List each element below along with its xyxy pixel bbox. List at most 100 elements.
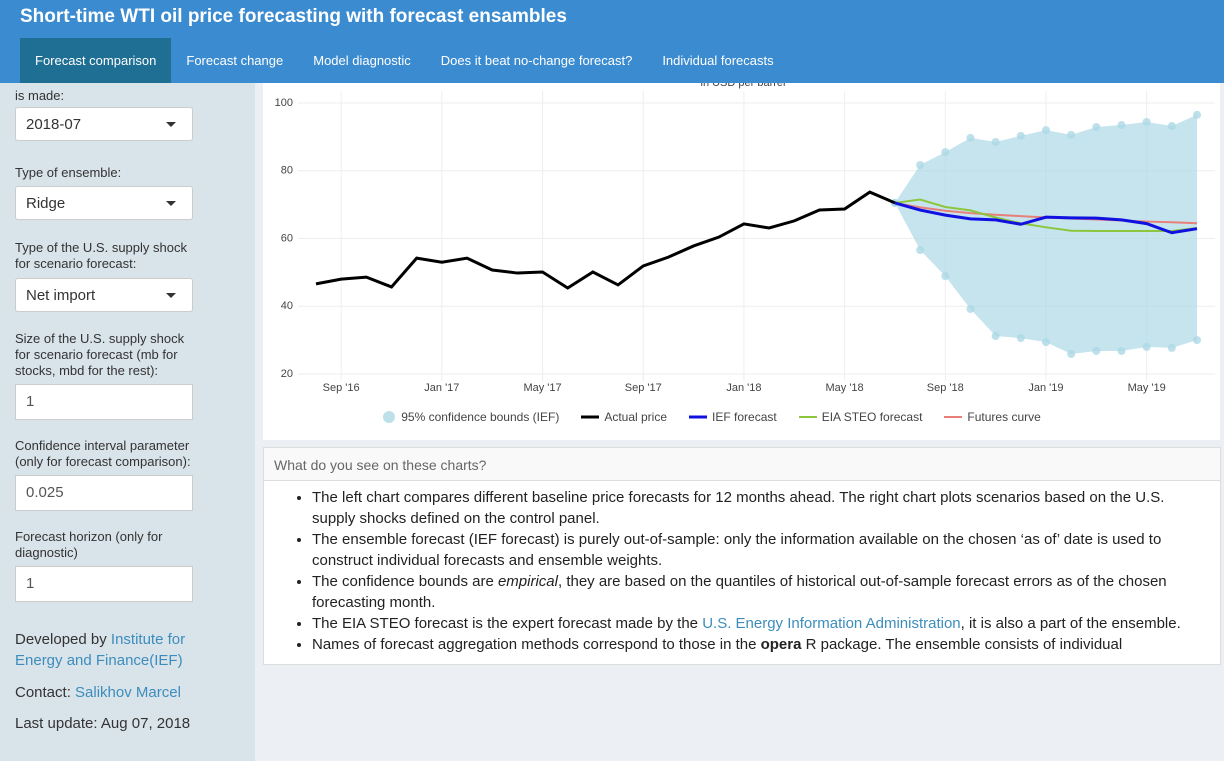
link[interactable]: U.S. Energy Information Administration [702, 615, 961, 632]
contact: Contact: Salikhov Marcel [15, 682, 215, 703]
series-line [894, 198, 1198, 233]
band-point [1167, 343, 1176, 352]
series-line [315, 190, 896, 290]
tab[interactable]: Model diagnostic [313, 53, 411, 68]
band-point [966, 133, 975, 142]
legend-swatch [798, 416, 817, 418]
band-point [1041, 126, 1050, 135]
band-point [1092, 346, 1101, 355]
text: The left chart compares different baseli… [312, 489, 1165, 527]
y-tick-label: 80 [281, 165, 293, 177]
band-point [941, 272, 950, 281]
field-label: Type of the U.S. supply shock for scenar… [15, 240, 187, 271]
band-point [991, 332, 1000, 341]
series-line [894, 201, 1198, 235]
x-tick-label: Jan '19 [1028, 382, 1063, 394]
band-point [1117, 121, 1126, 130]
bullet: The EIA STEO forecast is the expert fore… [312, 613, 1210, 634]
band-point [1067, 350, 1076, 359]
dropdown-arrow [166, 201, 176, 206]
tab-bar: Forecast comparison Forecast change Model … [0, 38, 1224, 83]
app-title: Short-time WTI oil price forecasting wit… [0, 0, 1224, 38]
legend-item[interactable]: Futures curve [944, 410, 1041, 424]
band-point [991, 137, 1000, 146]
band-point [1193, 336, 1201, 345]
band-point [1092, 123, 1101, 132]
x-tick-label: Sep '18 [927, 382, 964, 394]
text: opera [760, 636, 802, 653]
text: The ensemble forecast (IEF forecast) is … [312, 531, 1162, 569]
bullet: Names of forecast aggregation methods co… [312, 634, 1210, 655]
band-point [1117, 346, 1126, 355]
x-tick-label: May '17 [523, 382, 561, 394]
link[interactable]: Institute for Energy and Finance(IEF) [15, 631, 186, 669]
y-tick-label: 20 [281, 368, 293, 380]
x-tick-label: Jan '18 [726, 382, 761, 394]
chart-container: in USD per barrel 20 40 60 80 100 Sep '16 Jan … [263, 83, 1220, 440]
legend-item[interactable]: IEF forecast [689, 410, 777, 424]
field-label: Forecast horizon (only for diagnostic) [15, 529, 163, 560]
x-tick-label: Sep '17 [625, 382, 662, 394]
band-point [916, 160, 925, 169]
x-tick-label: Jan '17 [424, 382, 459, 394]
x-tick-label: May '18 [826, 382, 864, 394]
band-point [1167, 122, 1176, 131]
y-tick-label: 100 [275, 97, 293, 109]
bullet: The ensemble forecast (IEF forecast) is … [312, 529, 1210, 571]
band-point [1041, 338, 1050, 347]
dropdown-arrow [166, 293, 176, 298]
text-input[interactable]: 1 [15, 566, 193, 602]
text: The confidence bounds are [312, 573, 498, 590]
chart: in USD per barrel 20 40 60 80 100 Sep '16 Jan … [275, 83, 1215, 394]
band-point [1016, 131, 1025, 140]
band-point [941, 148, 950, 157]
y-tick-label: 40 [281, 300, 293, 312]
x-tick-label: Sep '16 [323, 382, 360, 394]
dropdown[interactable]: Ridge [15, 186, 193, 220]
dropdown[interactable]: Net import [15, 278, 193, 312]
legend-label: IEF forecast [712, 410, 777, 424]
info-panel: What do you see on these charts? The lef… [263, 447, 1221, 665]
sidebar: Developed by Institute for Energy and Fi… [0, 83, 255, 761]
field-label: Size of the U.S. supply shock for scenar… [15, 331, 185, 378]
text: , they are based on the quantiles of his… [312, 573, 1167, 611]
y-tick-label: 60 [281, 232, 293, 244]
panel-heading: What do you see on these charts? [264, 448, 1220, 481]
text: Contact: [15, 684, 76, 701]
legend-item[interactable]: EIA STEO forecast [798, 410, 922, 424]
legend-label: Actual price [604, 410, 668, 424]
band-point [916, 246, 925, 255]
text: Developed by [15, 631, 111, 648]
developed-by: Developed by Institute for Energy and Fi… [15, 629, 215, 671]
band-point [1067, 130, 1076, 139]
dropdown-arrow [166, 122, 176, 127]
bullet-list: The left chart compares different baseli… [264, 487, 1220, 655]
legend-swatch [383, 411, 396, 423]
bullet: The left chart compares different baseli… [312, 487, 1210, 529]
field-label: is made: [15, 88, 65, 103]
chart-subtitle: in USD per barrel [701, 83, 786, 89]
band-point [1142, 342, 1151, 351]
confidence-band [894, 114, 1197, 355]
legend-swatch [689, 415, 708, 419]
text: , it is also a part of the ensemble. [960, 615, 1181, 632]
tab[interactable]: Forecast comparison [20, 38, 172, 83]
tab[interactable]: Individual forecasts [662, 53, 774, 68]
text: Names of forecast aggregation methods co… [312, 636, 761, 653]
last-update: Last update: Aug 07, 2018 [15, 715, 191, 732]
legend-item[interactable]: 95% confidence bounds (IEF) [382, 410, 559, 424]
legend-label: Futures curve [967, 410, 1041, 424]
text-input[interactable]: 1 [15, 384, 193, 420]
tab[interactable]: Does it beat no-change forecast? [440, 53, 633, 68]
field-label: Confidence interval parameter (only for … [15, 438, 191, 469]
bullet: The confidence bounds are empirical, the… [312, 571, 1210, 613]
text: R package. The ensemble consists of indi… [801, 636, 1123, 653]
tab[interactable]: Forecast change [186, 53, 284, 68]
legend-item[interactable]: Actual price [581, 410, 667, 424]
text-input[interactable]: 0.025 [15, 475, 193, 511]
text: The EIA STEO forecast is the expert fore… [312, 615, 703, 632]
text: empirical [497, 573, 558, 590]
link[interactable]: Salikhov Marcel [75, 684, 181, 701]
dropdown[interactable]: 2018-07 [15, 107, 193, 141]
